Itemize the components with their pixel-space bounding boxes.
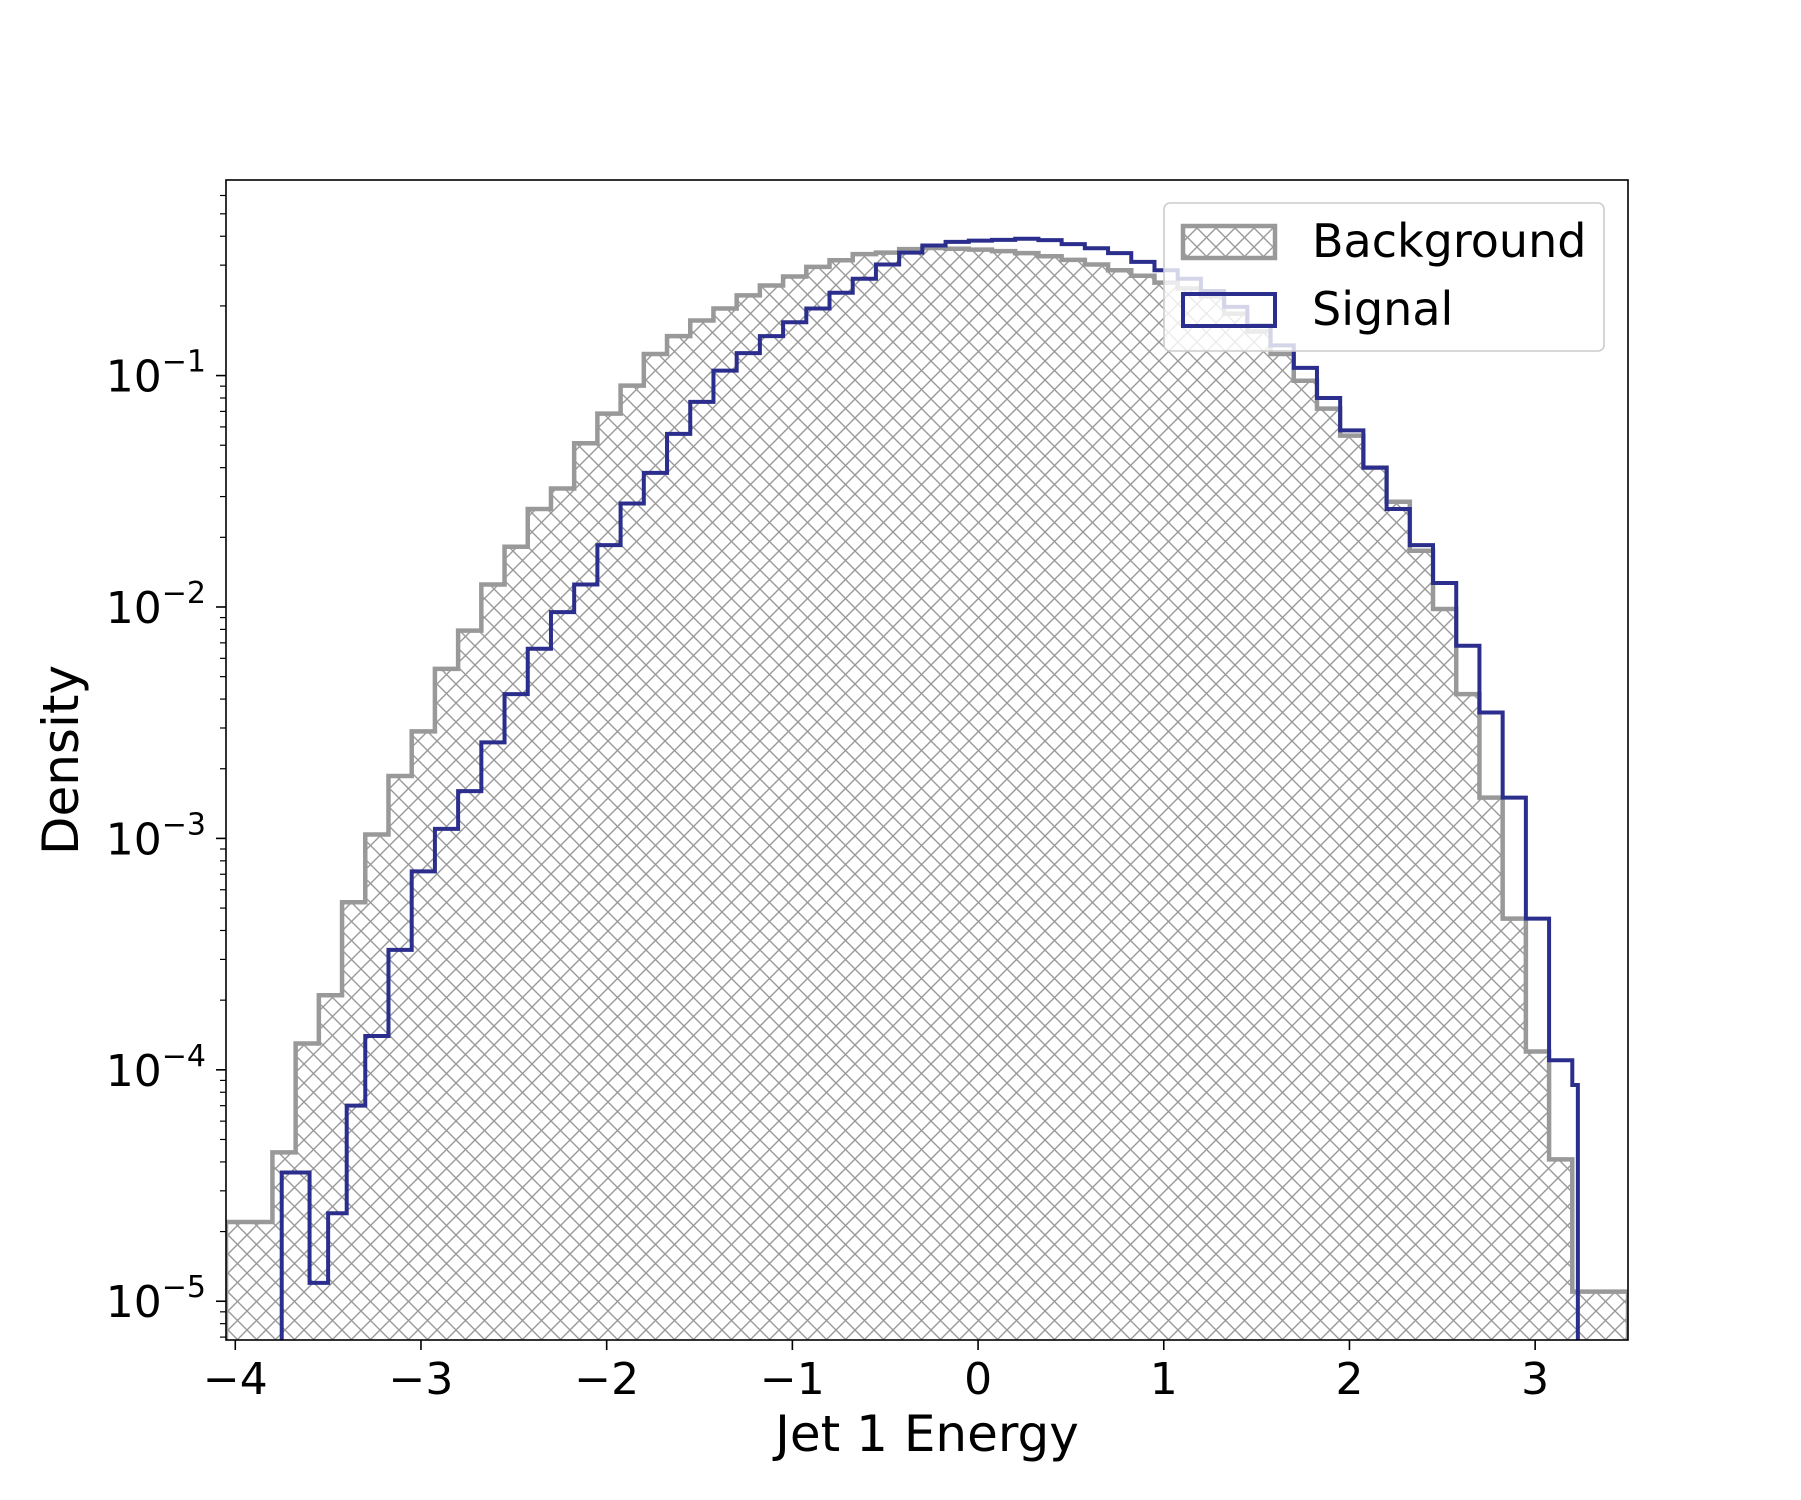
y-tick-base: 10 bbox=[106, 583, 162, 634]
y-tick-base: 10 bbox=[106, 1046, 162, 1097]
y-tick-label: 10−4 bbox=[106, 1039, 206, 1097]
y-tick-base: 10 bbox=[106, 352, 162, 403]
x-tick-label: −2 bbox=[574, 1354, 639, 1405]
plot-frame bbox=[225, 179, 1629, 1341]
legend-signal-swatch bbox=[1181, 292, 1277, 328]
x-tick-label: 0 bbox=[964, 1354, 992, 1405]
y-axis-label: Density bbox=[32, 665, 90, 855]
legend-background-swatch bbox=[1180, 223, 1278, 261]
y-tick-base: 10 bbox=[106, 814, 162, 865]
y-tick-label: 10−3 bbox=[106, 807, 206, 865]
x-tick-label: 3 bbox=[1521, 1354, 1549, 1405]
y-tick-exponent: −4 bbox=[162, 1039, 206, 1074]
legend-background-label: Background bbox=[1312, 214, 1586, 268]
y-tick-label: 10−2 bbox=[106, 576, 206, 634]
x-axis-ticks: −4 −3 −2 −1 0 1 2 3 bbox=[203, 1340, 1549, 1405]
y-tick-exponent: −1 bbox=[162, 345, 206, 380]
x-tick-label: −4 bbox=[203, 1354, 268, 1405]
background-series-fill bbox=[226, 247, 1628, 1340]
y-axis-minor-ticks bbox=[220, 194, 226, 1338]
y-tick-label: 10−1 bbox=[106, 345, 206, 403]
y-tick-base: 10 bbox=[106, 1277, 162, 1328]
signal-series-line bbox=[279, 236, 1580, 1340]
x-tick-label: −3 bbox=[389, 1354, 454, 1405]
legend: Background Signal bbox=[1163, 202, 1605, 352]
x-tick-label: 1 bbox=[1150, 1354, 1178, 1405]
x-axis-label: Jet 1 Energy bbox=[772, 1405, 1079, 1463]
plot-area bbox=[226, 236, 1628, 1340]
y-tick-label: 10−5 bbox=[106, 1270, 206, 1328]
x-tick-label: 2 bbox=[1335, 1354, 1363, 1405]
legend-signal-label: Signal bbox=[1312, 282, 1453, 336]
y-tick-exponent: −3 bbox=[162, 807, 206, 842]
y-tick-exponent: −2 bbox=[162, 576, 206, 611]
y-axis-ticks: 10−510−410−310−210−1 bbox=[106, 345, 226, 1328]
y-tick-exponent: −5 bbox=[162, 1270, 206, 1305]
x-tick-label: −1 bbox=[760, 1354, 825, 1405]
